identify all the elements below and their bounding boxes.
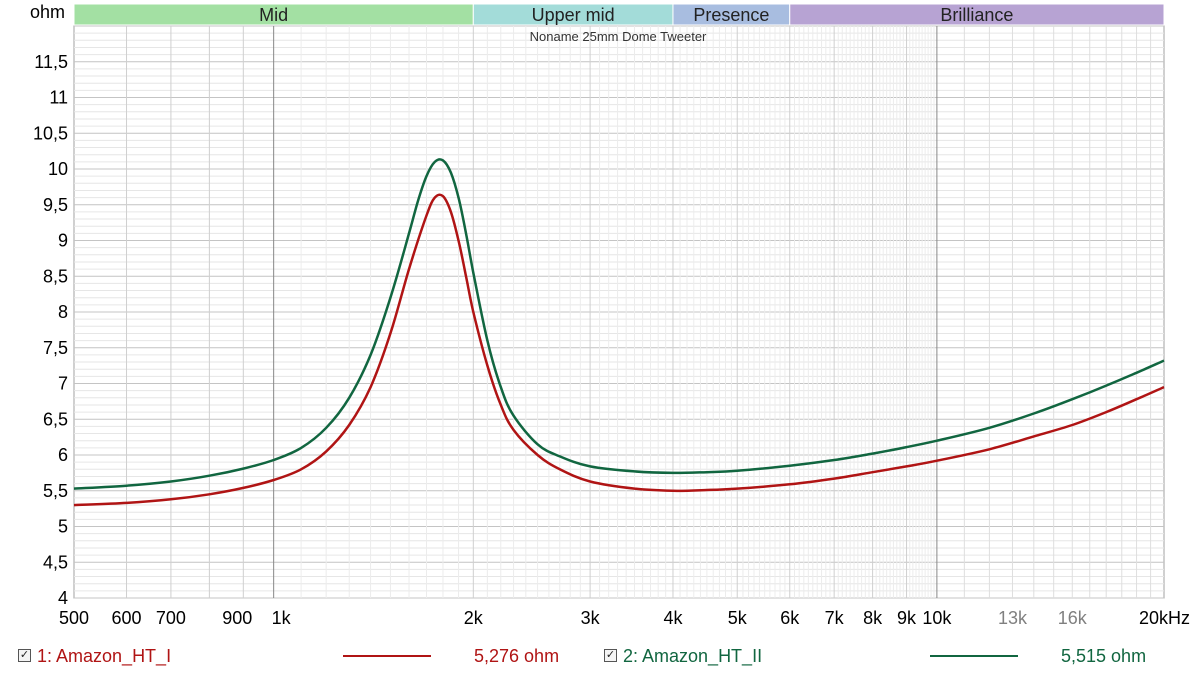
x-tick-label: 10k — [922, 608, 952, 628]
y-tick-label: 7 — [58, 374, 68, 394]
x-tick-label: 13k — [998, 608, 1028, 628]
y-tick-label: 9,5 — [43, 195, 68, 215]
x-tick-label: 500 — [59, 608, 89, 628]
y-tick-label: 10 — [48, 159, 68, 179]
band-label: Mid — [259, 5, 288, 25]
y-tick-labels: 4 4,5 5 5,5 6 6,5 7 7,5 8 8,5 9 9,5 10 10,5 11 11,5 — [33, 52, 68, 608]
y-tick-label: 8 — [58, 302, 68, 322]
band-brilliance — [789, 3, 1165, 26]
y-tick-label: 11,5 — [34, 52, 68, 72]
y-tick-label: 4,5 — [43, 552, 68, 572]
frequency-bands: Mid Upper mid Presence Brilliance — [73, 3, 1165, 26]
x-tick-label: 3k — [581, 608, 601, 628]
x-tick-labels: 500 600 700 900 1k 2k 3k 4k 5k 6k 7k 8k 9k 10k 13k 16k 2… — [59, 608, 1190, 628]
y-tick-label: 8,5 — [43, 266, 68, 286]
y-tick-label: 10,5 — [33, 123, 68, 143]
series-2-line — [73, 158, 1165, 490]
y-tick-label: 5,5 — [43, 481, 68, 501]
y-tick-label: 4 — [58, 588, 68, 608]
y-tick-label: 7,5 — [43, 338, 68, 358]
legend-series-1-value: 5,276 ohm — [474, 646, 560, 666]
x-tick-label: 4k — [663, 608, 683, 628]
y-tick-label: 9 — [58, 231, 68, 251]
x-tick-label: 1k — [272, 608, 292, 628]
band-label: Upper mid — [532, 5, 615, 25]
band-label: Presence — [693, 5, 769, 25]
x-tick-label: 8k — [863, 608, 883, 628]
x-tick-label: 2k — [464, 608, 484, 628]
x-tick-label: 900 — [222, 608, 252, 628]
x-tick-label: 5k — [728, 608, 748, 628]
grid — [74, 25, 1164, 599]
y-tick-label: 11 — [49, 88, 68, 108]
legend: ✓ 1: Amazon_HT_I 5,276 ohm ✓ 2: Amazon_H… — [0, 644, 1200, 668]
y-tick-label: 5 — [58, 517, 68, 537]
legend-series-1-swatch — [343, 655, 431, 657]
series-1-line — [73, 193, 1165, 507]
x-tick-label: 20kHz — [1139, 608, 1190, 628]
legend-series-2-value: 5,515 ohm — [1061, 646, 1147, 666]
chart-title: Noname 25mm Dome Tweeter — [530, 29, 707, 44]
legend-series-1-name: 1: Amazon_HT_I — [37, 646, 172, 666]
x-tick-label: 6k — [780, 608, 800, 628]
x-tick-label: 7k — [825, 608, 845, 628]
x-tick-label: 16k — [1058, 608, 1088, 628]
legend-series-2-name: 2: Amazon_HT_II — [623, 646, 763, 666]
x-tick-label: 600 — [111, 608, 141, 628]
band-label: Brilliance — [940, 5, 1013, 25]
x-tick-label: 9k — [897, 608, 917, 628]
y-unit-label: ohm — [30, 2, 65, 22]
checkbox-icon[interactable]: ✓ — [604, 649, 617, 662]
checkbox-icon[interactable]: ✓ — [18, 649, 31, 662]
series-lines — [73, 158, 1165, 507]
x-tick-label: 700 — [156, 608, 186, 628]
legend-series-2-swatch — [930, 655, 1018, 657]
y-tick-label: 6 — [58, 445, 68, 465]
y-tick-label: 6,5 — [43, 409, 68, 429]
